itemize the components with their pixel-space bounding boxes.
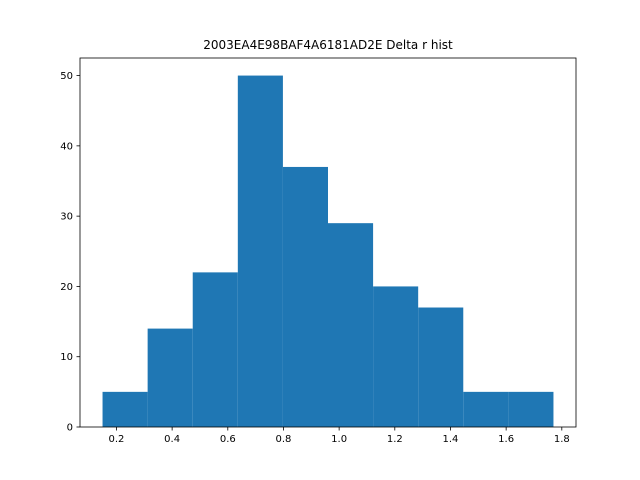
y-tick-label: 0 bbox=[67, 423, 73, 434]
x-axis: 0.2 0.4 0.6 0.8 1.0 1.2 1.4 1.6 1.8 bbox=[109, 427, 570, 445]
x-tick-label: 0.6 bbox=[220, 434, 236, 445]
x-tick-label: 1.8 bbox=[554, 434, 570, 445]
x-tick-label: 1.6 bbox=[498, 434, 514, 445]
histogram-bar bbox=[463, 391, 509, 427]
y-tick-label: 20 bbox=[60, 282, 73, 293]
histogram-bar bbox=[237, 75, 283, 428]
x-tick-label: 1.4 bbox=[443, 434, 459, 445]
chart-title: 2003EA4E98BAF4A6181AD2E Delta r hist bbox=[203, 38, 453, 52]
y-tick-label: 50 bbox=[60, 71, 73, 82]
histogram-bar bbox=[102, 391, 148, 427]
histogram-bar bbox=[373, 286, 419, 427]
x-tick-label: 0.4 bbox=[164, 434, 180, 445]
x-tick-label: 1.2 bbox=[387, 434, 403, 445]
y-tick-label: 40 bbox=[60, 141, 73, 152]
x-tick-label: 0.8 bbox=[276, 434, 292, 445]
histogram-bar bbox=[192, 272, 238, 427]
x-tick-label: 1.0 bbox=[331, 434, 347, 445]
bars-group bbox=[102, 75, 554, 428]
y-tick-label: 10 bbox=[60, 352, 73, 363]
y-tick-label: 30 bbox=[60, 212, 73, 223]
histogram-bar bbox=[147, 328, 193, 427]
histogram-bar bbox=[328, 223, 374, 427]
histogram-bar bbox=[508, 391, 554, 427]
histogram-bar bbox=[418, 307, 464, 427]
histogram-bar bbox=[282, 166, 328, 427]
plot-frame bbox=[79, 57, 577, 428]
y-axis: 0 10 20 30 40 50 bbox=[60, 71, 80, 434]
x-tick-label: 0.2 bbox=[109, 434, 125, 445]
